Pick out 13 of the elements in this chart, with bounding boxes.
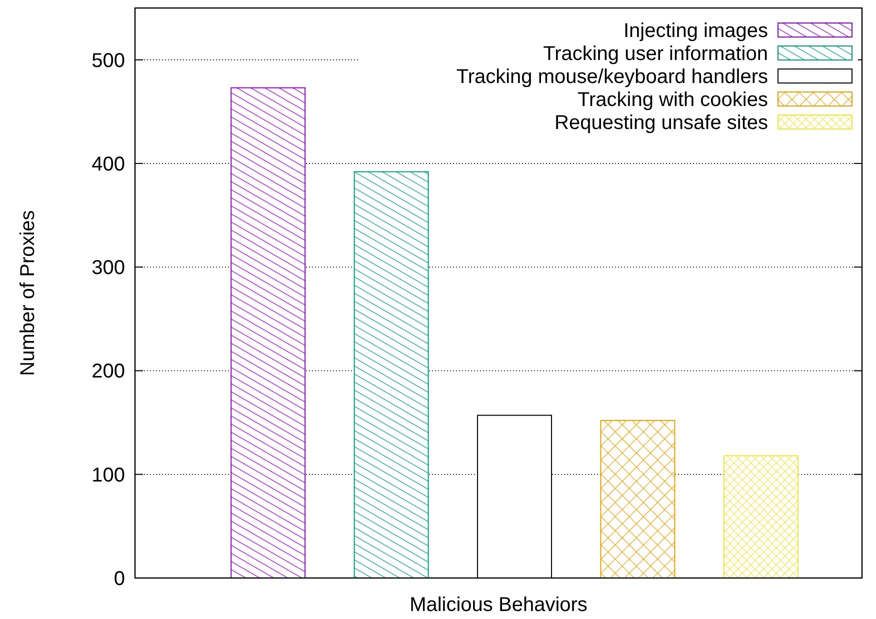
legend-label: Tracking user information [543,43,768,65]
legend-label: Requesting unsafe sites [554,112,768,134]
legend-label: Tracking with cookies [578,89,768,111]
y-tick-label: 0 [114,568,125,590]
legend-label: Injecting images [623,20,768,42]
y-tick-label: 200 [92,360,125,383]
y-tick-label: 400 [92,153,125,176]
legend-label: Tracking mouse/keyboard handlers [456,66,768,88]
y-tick-label: 300 [92,257,125,280]
y-tick-label: 100 [92,464,125,486]
x-axis-title: Malicious Behaviors [410,594,588,616]
y-axis-title: Number of Proxies [17,210,39,376]
y-tick-label: 500 [92,50,125,72]
